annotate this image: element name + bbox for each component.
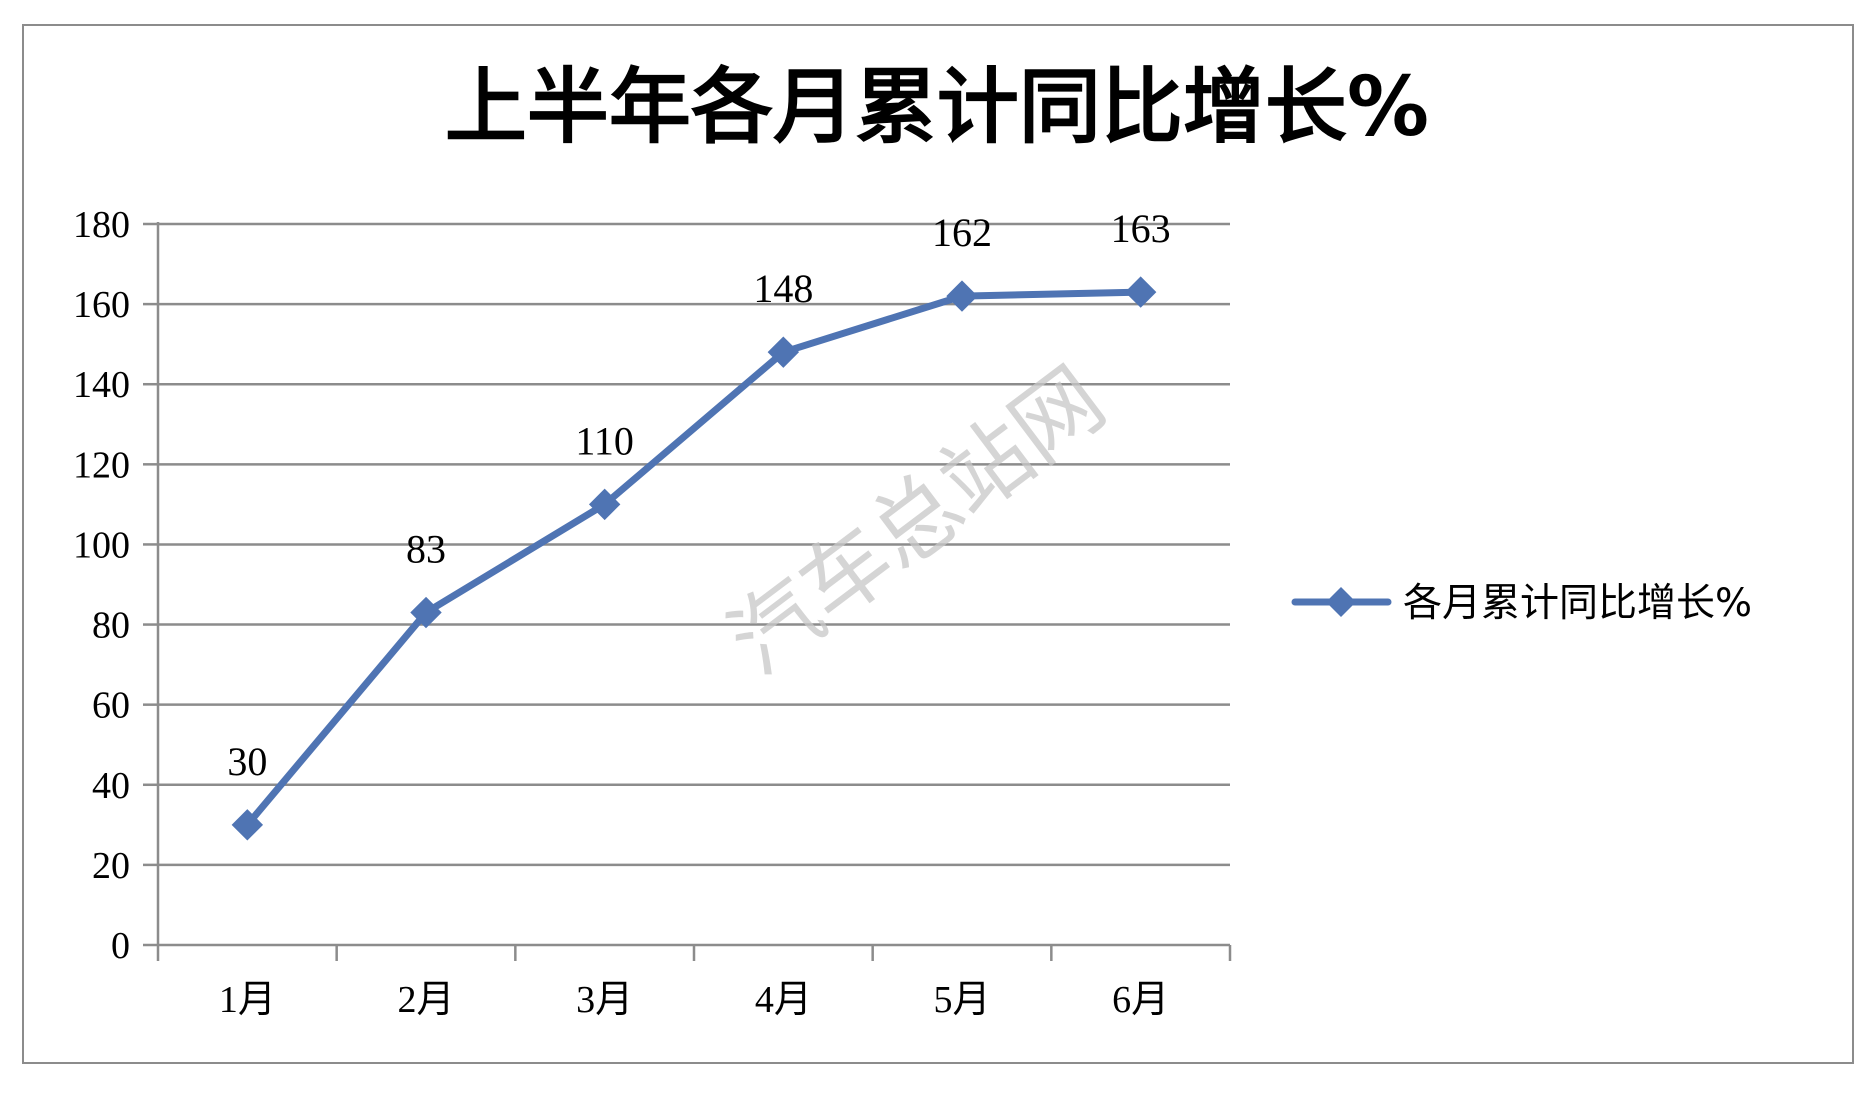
watermark: 汽车总站网: [710, 347, 1123, 694]
series: [231, 276, 1157, 841]
axes: 0 20 40 60 80 100 120 140 160 180 1月 2月 3月 4月 5月 6月: [73, 204, 1232, 1021]
data-point: [1124, 276, 1157, 308]
data-point: [231, 809, 264, 841]
x-tick-label: 4月: [755, 979, 812, 1021]
data-point: [767, 336, 800, 368]
data-label: 163: [1111, 206, 1171, 251]
data-label: 30: [227, 739, 267, 784]
data-label: 162: [932, 210, 992, 255]
data-label: 83: [406, 527, 446, 572]
x-tick-label: 1月: [219, 979, 276, 1021]
chart-title: 上半年各月累计同比增长%: [445, 60, 1429, 155]
watermark-text: 汽车总站网: [710, 347, 1123, 694]
data-point: [410, 596, 442, 629]
y-tick-label: 180: [73, 204, 130, 246]
y-tick-label: 160: [73, 284, 130, 326]
y-tick-label: 40: [92, 765, 130, 807]
y-tick-label: 80: [92, 605, 130, 647]
x-tick-label: 3月: [576, 979, 633, 1021]
y-tick-label: 20: [92, 845, 130, 887]
y-tick-label: 60: [92, 685, 130, 727]
y-tick-label: 120: [73, 444, 130, 486]
data-label: 148: [753, 266, 813, 311]
y-tick-label: 140: [73, 364, 130, 406]
x-tick-label: 6月: [1112, 979, 1169, 1021]
legend: 各月累计同比增长%: [1291, 581, 1752, 626]
legend-label: 各月累计同比增长%: [1403, 581, 1752, 626]
x-tick-label: 2月: [397, 979, 454, 1021]
data-labels: 30 83 110 148 162 163: [227, 206, 1170, 784]
legend-marker: [1326, 587, 1356, 617]
data-point: [588, 488, 621, 521]
data-label: 110: [575, 418, 634, 463]
y-tick-label: 0: [111, 925, 130, 967]
data-point: [946, 280, 978, 312]
x-tick-label: 5月: [933, 979, 990, 1021]
gridlines: [158, 222, 1230, 867]
series-line: [243, 288, 1145, 829]
y-tick-label: 100: [73, 524, 130, 566]
